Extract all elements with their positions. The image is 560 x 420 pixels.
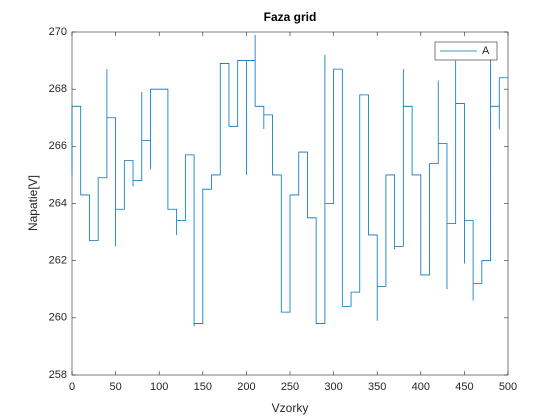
chart-title: Faza grid [264,10,317,24]
y-tick-label: 270 [49,26,67,38]
y-tick-label: 260 [49,312,67,324]
x-tick-label: 0 [69,381,75,393]
x-tick-label: 400 [412,381,430,393]
y-tick-label: 258 [49,369,67,381]
y-tick-label: 266 [49,140,67,152]
y-axis-label: Napatie[V] [26,175,40,231]
y-tick-label: 262 [49,255,67,267]
x-tick-label: 50 [109,381,121,393]
x-tick-label: 500 [499,381,517,393]
x-tick-label: 450 [455,381,473,393]
x-tick-label: 150 [194,381,212,393]
x-tick-label: 200 [237,381,255,393]
y-tick-label: 268 [49,83,67,95]
x-tick-label: 300 [324,381,342,393]
y-tick-label: 264 [49,197,67,209]
x-tick-label: 350 [368,381,386,393]
x-tick-label: 100 [150,381,168,393]
legend-label: A [482,45,490,57]
x-tick-label: 250 [281,381,299,393]
x-axis-label: Vzorky [272,401,309,415]
data-line [71,34,508,327]
